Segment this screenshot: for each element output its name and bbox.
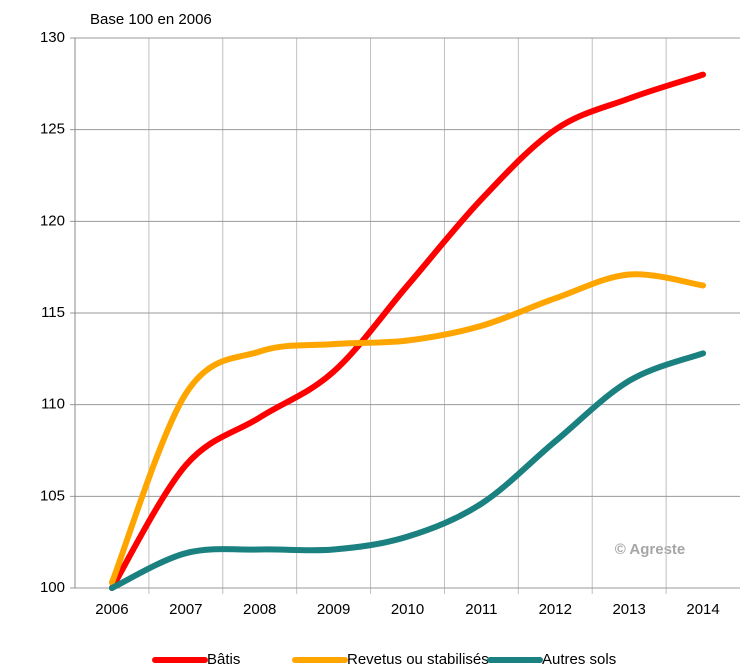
x-tick-label: 2011 — [465, 601, 497, 618]
y-tick-label: 120 — [40, 212, 65, 229]
legend-label: Revetus ou stabilisés — [347, 651, 489, 668]
y-tick-label: 130 — [40, 29, 65, 46]
x-tick-label: 2007 — [169, 601, 202, 618]
y-tick-label: 100 — [40, 579, 65, 596]
x-tick-label: 2009 — [317, 601, 350, 618]
x-tick-label: 2006 — [95, 601, 128, 618]
series-line — [108, 350, 707, 591]
legend-label: Bâtis — [207, 651, 240, 668]
x-tick-label: 2010 — [391, 601, 424, 618]
legend-label: Autres sols — [542, 651, 616, 668]
x-tick-label: 2008 — [243, 601, 276, 618]
y-tick-label: 105 — [40, 487, 65, 504]
x-tick-label: 2013 — [612, 601, 645, 618]
y-tick-label: 110 — [41, 396, 65, 413]
series-line — [108, 271, 707, 586]
y-tick-label: 115 — [41, 304, 65, 321]
x-tick-label: 2012 — [539, 601, 572, 618]
y-tick-label: 125 — [40, 121, 65, 138]
chart-title: Base 100 en 2006 — [90, 11, 212, 28]
x-tick-label: 2014 — [686, 601, 719, 618]
annotation: © Agreste — [615, 541, 686, 558]
series-line — [108, 71, 707, 591]
